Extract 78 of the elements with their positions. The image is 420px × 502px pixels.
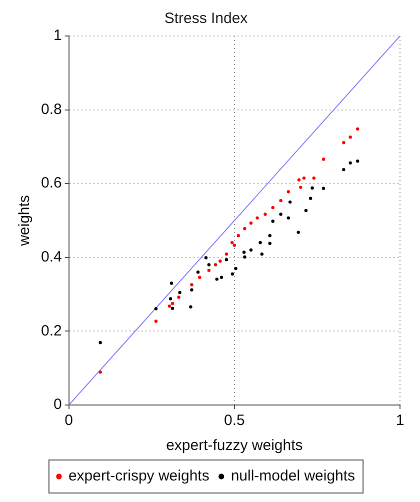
point (224, 252, 228, 256)
point (232, 244, 236, 247)
point (286, 190, 290, 194)
point (224, 258, 228, 262)
point (302, 176, 306, 180)
point (264, 212, 267, 216)
chart-title: Stress Index (164, 10, 248, 28)
point (322, 158, 326, 161)
point (170, 306, 174, 310)
point (312, 176, 316, 180)
point (258, 241, 262, 244)
x-tick-label: 1 (396, 412, 404, 430)
point (190, 288, 194, 292)
point (286, 216, 290, 220)
point (322, 186, 326, 190)
point (154, 307, 158, 310)
point (256, 216, 259, 220)
point (249, 248, 253, 252)
point (304, 208, 308, 212)
point (249, 221, 253, 225)
point (230, 241, 234, 244)
point (168, 304, 172, 308)
point (178, 290, 182, 294)
point (268, 242, 272, 245)
point (356, 127, 360, 131)
y-tick-label: 1 (54, 27, 62, 44)
point (342, 141, 346, 144)
point (236, 234, 240, 238)
point (268, 234, 272, 238)
point (207, 268, 211, 272)
point (297, 178, 301, 182)
point (189, 305, 192, 308)
point (230, 272, 234, 276)
x-axis-title: expert-fuzzy weights (166, 437, 303, 454)
point (348, 136, 352, 139)
x-tick-label: 0.5 (224, 412, 245, 430)
y-tick-label: 0.8 (40, 100, 62, 118)
point (220, 276, 224, 279)
y-tick-label: 0.6 (40, 174, 62, 192)
point (214, 263, 218, 266)
point (271, 206, 274, 210)
point (198, 276, 202, 279)
point (260, 252, 264, 256)
point (98, 341, 102, 344)
legend-label: null-model weights (230, 468, 356, 485)
point (170, 282, 174, 285)
x-tick-label: 0 (64, 412, 74, 430)
point (98, 370, 102, 374)
point (288, 200, 292, 204)
point (234, 266, 238, 270)
point (177, 296, 180, 299)
point (296, 230, 300, 234)
point (190, 283, 194, 286)
point (342, 168, 346, 172)
point (310, 186, 314, 190)
point (348, 161, 352, 165)
point (215, 278, 218, 281)
point (308, 196, 312, 200)
point (242, 250, 246, 254)
point (154, 320, 158, 323)
point (279, 212, 282, 216)
point (243, 227, 246, 230)
point (243, 255, 246, 259)
y-tick-label: 0.2 (40, 322, 62, 340)
point (196, 270, 200, 274)
point (299, 186, 302, 189)
y-tick-label: 0.4 (40, 248, 62, 266)
y-axis-title: weights (16, 195, 34, 247)
point (271, 220, 274, 223)
point (218, 259, 222, 263)
point (170, 302, 174, 306)
point (204, 256, 208, 260)
point (207, 263, 211, 266)
y-tick-label: 0 (54, 396, 62, 414)
point (356, 159, 360, 163)
point (168, 297, 172, 300)
point (279, 198, 282, 202)
legend-label: expert-crispy weights (68, 468, 210, 485)
